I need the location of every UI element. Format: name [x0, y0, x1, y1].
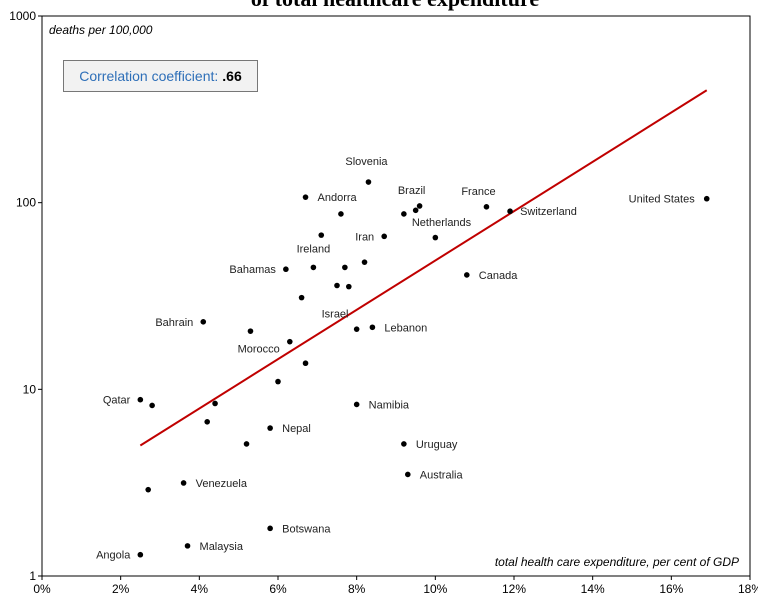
correlation-value: .66 [222, 68, 242, 84]
y-tick-label: 1 [29, 569, 36, 583]
x-axis-ticks: 0% 2% 4% 6% 8% 10% 12% 14% 16% 18% [33, 576, 758, 595]
data-point [184, 543, 191, 549]
data-point [703, 195, 710, 202]
x-tick-label: 6% [269, 582, 287, 595]
data-point [342, 264, 348, 271]
point-label: Israel [322, 309, 349, 321]
data-point [149, 402, 155, 409]
data-point [365, 179, 372, 185]
point-label: Botswana [282, 523, 331, 535]
point-label: Morocco [238, 344, 280, 356]
point-label: Nepal [282, 423, 311, 435]
point-label: Slovenia [345, 156, 388, 168]
point-label: Angola [96, 550, 131, 562]
x-tick-label: 8% [348, 582, 366, 595]
data-point [369, 324, 376, 331]
point-label: France [461, 186, 495, 198]
x-tick-label: 12% [502, 582, 526, 595]
point-label: Andorra [318, 192, 358, 204]
data-point [318, 232, 325, 238]
point-label: Ireland [297, 243, 331, 255]
x-tick-label: 4% [191, 582, 209, 595]
x-tick-label: 14% [581, 582, 605, 595]
point-label: Lebanon [384, 322, 427, 334]
data-point [353, 326, 360, 332]
point-label: Switzerland [520, 206, 577, 218]
data-point [334, 282, 340, 289]
data-point [507, 208, 513, 215]
data-point [361, 259, 368, 265]
point-label: Netherlands [412, 217, 472, 229]
data-point [464, 272, 470, 278]
x-tick-label: 18% [738, 582, 758, 595]
data-point [243, 441, 250, 447]
point-label: Qatar [103, 395, 131, 407]
data-point [381, 233, 388, 240]
x-axis-label: total health care expenditure, per cent … [495, 555, 739, 569]
data-point [267, 525, 273, 532]
y-axis-label: deaths per 100,000 [49, 23, 153, 37]
data-point [353, 401, 360, 408]
y-tick-label: 1000 [9, 9, 36, 23]
point-label: Brazil [398, 185, 426, 197]
data-point [267, 425, 273, 431]
trendline-group [139, 89, 708, 447]
data-point [145, 486, 151, 493]
x-tick-label: 2% [112, 582, 130, 595]
y-tick-label: 10 [23, 382, 37, 396]
data-points [137, 179, 710, 558]
point-labels: United States Switzerland France Brazil Neth… [96, 156, 695, 562]
point-label: Bahrain [155, 317, 193, 329]
x-tick-label: 10% [423, 582, 447, 595]
data-point [204, 418, 210, 425]
x-tick-label: 0% [33, 582, 51, 595]
point-label: Uruguay [416, 439, 458, 451]
point-label: United States [629, 194, 696, 206]
correlation-box: Correlation coefficient: .66 [63, 60, 258, 92]
y-axis-ticks: 1 10 100 1000 [9, 9, 42, 583]
data-point [405, 471, 411, 478]
point-label: Namibia [369, 399, 410, 411]
data-point [302, 360, 309, 367]
data-point [287, 338, 293, 345]
y-tick-label: 100 [16, 196, 36, 210]
data-point [401, 211, 407, 217]
plot-area [41, 15, 751, 577]
data-point [200, 319, 207, 325]
x-tick-label: 16% [659, 582, 683, 595]
trendline [139, 89, 708, 447]
data-point [137, 551, 144, 558]
data-point [302, 194, 309, 200]
correlation-label: Correlation coefficient: [79, 68, 219, 84]
data-point [137, 396, 144, 403]
data-point [483, 204, 490, 210]
point-label: Iran [355, 231, 374, 243]
data-point [346, 283, 352, 290]
data-point [401, 441, 407, 447]
data-point [412, 207, 419, 214]
data-point [310, 264, 317, 271]
point-label: Venezuela [196, 478, 248, 490]
point-label: Australia [420, 469, 464, 481]
data-point [275, 378, 281, 385]
data-point [180, 480, 187, 486]
data-point [247, 328, 254, 334]
data-point [212, 400, 218, 407]
point-label: Canada [479, 270, 518, 282]
data-point [298, 294, 305, 301]
data-point [416, 203, 423, 209]
point-label: Bahamas [229, 264, 276, 276]
data-point [338, 211, 344, 217]
data-point [283, 266, 289, 273]
point-label: Malaysia [200, 541, 244, 553]
data-point [432, 234, 439, 241]
